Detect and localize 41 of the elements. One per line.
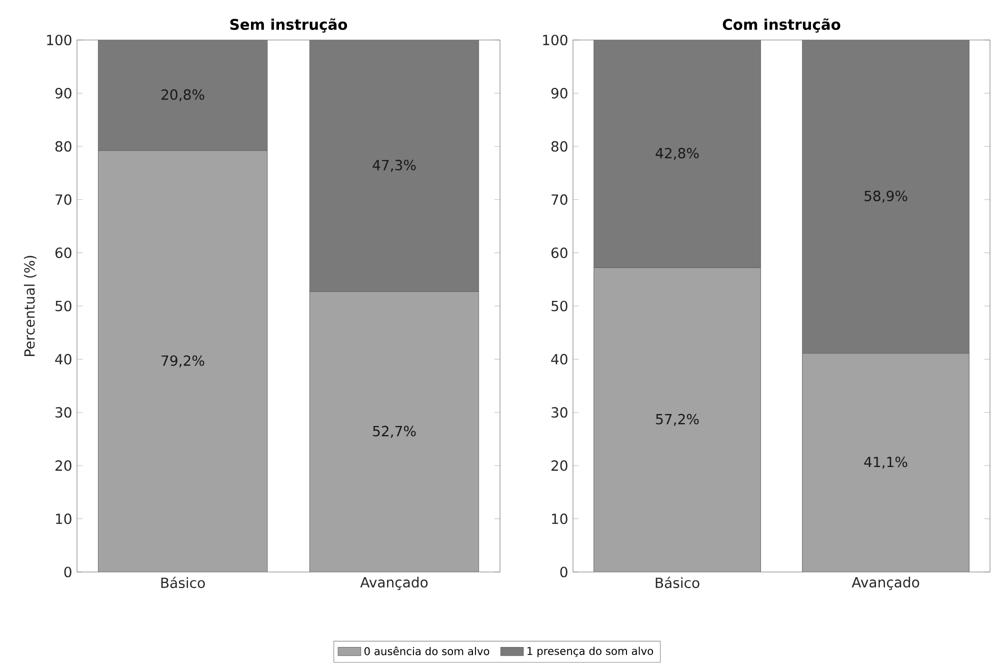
data-label: 52,7% — [373, 426, 416, 438]
x-tick-label: Básico — [656, 576, 700, 588]
y-tick-label: 50 — [552, 300, 568, 312]
y-tick-label: 70 — [552, 194, 568, 205]
y-tick-label: 30 — [552, 407, 568, 418]
y-tick-label: 90 — [55, 88, 72, 98]
data-label: 41,1% — [864, 456, 908, 469]
data-label: 42,8% — [656, 148, 699, 160]
y-tick-label: 80 — [551, 141, 568, 152]
y-tick-label: 80 — [55, 141, 72, 152]
data-label: 57,2% — [656, 414, 699, 426]
data-label: 20,8% — [162, 89, 204, 102]
y-tick-label: 100 — [543, 34, 568, 46]
y-tick-label: 40 — [55, 354, 72, 364]
data-label: 79,2% — [162, 355, 204, 368]
y-tick-label: 60 — [551, 248, 568, 258]
x-tick-label: Básico — [161, 576, 205, 588]
y-tick-label: 20 — [56, 460, 72, 471]
bar — [802, 353, 970, 572]
data-label: 47,3% — [372, 160, 416, 172]
y-tick-label: 90 — [551, 88, 568, 98]
y-tick-label: 0 — [64, 566, 72, 578]
y-axis-title: Percentual (%) — [24, 256, 36, 356]
y-tick-label: 40 — [551, 354, 568, 364]
y-tick-label: 100 — [47, 34, 72, 46]
y-tick-label: 50 — [56, 300, 72, 312]
bar — [594, 267, 761, 572]
y-tick-label: 10 — [552, 514, 568, 524]
chart-title: Com instrução — [722, 18, 840, 33]
chart-title: Sem instrução — [230, 18, 348, 33]
y-tick-label: 0 — [560, 566, 568, 578]
y-tick-label: 10 — [56, 514, 72, 524]
x-tick-label: Avançado — [852, 576, 920, 590]
x-tick-label: Avançado — [360, 576, 428, 590]
y-tick-label: 60 — [55, 248, 72, 258]
y-tick-label: 30 — [56, 407, 72, 418]
y-tick-label: 70 — [56, 194, 72, 205]
data-label: 58,9% — [864, 190, 908, 203]
legend-label: 0 ausência do som alvo — [364, 646, 490, 656]
legend-label: 1 presença do som alvo — [528, 646, 654, 658]
y-tick-label: 20 — [552, 460, 568, 471]
